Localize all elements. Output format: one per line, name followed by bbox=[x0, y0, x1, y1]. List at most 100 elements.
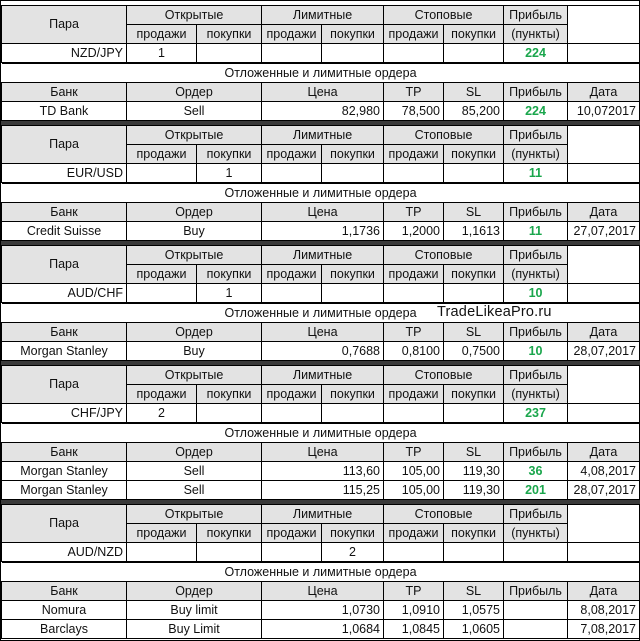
stop-sell-value bbox=[383, 43, 445, 63]
stop-sell-value bbox=[383, 542, 445, 562]
price-value: 1,0684 bbox=[261, 619, 384, 639]
order-row: TD Bank Sell 82,980 78,500 85,200 224 10… bbox=[1, 101, 640, 121]
sl-value: 1,0605 bbox=[443, 619, 504, 639]
profit-value bbox=[503, 542, 569, 562]
limit-buy-value bbox=[321, 43, 385, 63]
empty-cell bbox=[567, 403, 640, 423]
bank-value: Barclays bbox=[1, 619, 127, 639]
bank-header: Банк bbox=[1, 82, 127, 102]
order-value: Sell bbox=[126, 480, 262, 500]
pair-header: Пара bbox=[1, 5, 127, 44]
price-value: 1,0730 bbox=[261, 600, 384, 620]
buy-header: покупки bbox=[443, 384, 505, 404]
profit-value: 237 bbox=[503, 403, 569, 423]
price-value: 82,980 bbox=[261, 101, 384, 121]
empty-cell bbox=[567, 43, 640, 63]
profit-header: Прибыль bbox=[503, 125, 569, 145]
stop-sell-value bbox=[383, 403, 445, 423]
pending-orders-title: Отложенные и лимитные ордера bbox=[1, 423, 640, 443]
order-header: Ордер bbox=[126, 202, 262, 222]
bank-header: Банк bbox=[1, 442, 127, 462]
sell-header: продажи bbox=[383, 264, 445, 284]
price-header: Цена bbox=[261, 442, 384, 462]
tp-value: 0,8100 bbox=[383, 341, 444, 361]
open-buy-value: 1 bbox=[195, 163, 263, 183]
order-profit-value: 10 bbox=[503, 341, 568, 361]
stop-header: Стоповые bbox=[383, 125, 505, 145]
tp-header: TP bbox=[383, 322, 444, 342]
bank-value: TD Bank bbox=[1, 101, 127, 121]
date-header: Дата bbox=[567, 442, 640, 462]
pending-orders-table: Отложенные и лимитные ордера Банк Ордер … bbox=[1, 423, 640, 500]
sl-header: SL bbox=[443, 581, 504, 601]
buy-header: покупки bbox=[195, 264, 263, 284]
open-sell-value: 1 bbox=[126, 43, 197, 63]
order-row: Nomura Buy limit 1,0730 1,0910 1,0575 8,… bbox=[1, 600, 640, 620]
tp-value: 1,0845 bbox=[383, 619, 444, 639]
tp-value: 105,00 bbox=[383, 461, 444, 481]
empty-cell bbox=[567, 283, 640, 303]
pending-orders-title: Отложенные и лимитные ордера bbox=[1, 562, 640, 582]
block-separator bbox=[1, 500, 640, 504]
tp-header: TP bbox=[383, 202, 444, 222]
date-value: 28,07,2017 bbox=[567, 341, 640, 361]
buy-header: покупки bbox=[443, 144, 505, 164]
open-sell-value: 2 bbox=[126, 403, 197, 423]
sl-header: SL bbox=[443, 202, 504, 222]
sell-header: продажи bbox=[126, 144, 197, 164]
sell-header: продажи bbox=[261, 24, 323, 44]
sell-header: продажи bbox=[126, 264, 197, 284]
open-header: Открытые bbox=[125, 365, 263, 385]
sell-header: продажи bbox=[126, 384, 197, 404]
date-value: 28,07,2017 bbox=[567, 480, 640, 500]
order-profit-value bbox=[503, 600, 568, 620]
open-positions-table: Пара Открытые Лимитные Стоповые Прибыль … bbox=[1, 365, 640, 423]
bank-value: Morgan Stanley bbox=[1, 341, 127, 361]
pair-block: Пара Открытые Лимитные Стоповые Прибыль … bbox=[1, 245, 640, 361]
limit-header: Лимитные bbox=[261, 365, 385, 385]
limit-header: Лимитные bbox=[261, 125, 385, 145]
bank-header: Банк bbox=[1, 202, 127, 222]
bank-value: Morgan Stanley bbox=[1, 461, 127, 481]
date-value: 8,08,2017 bbox=[567, 600, 640, 620]
open-header: Открытые bbox=[125, 125, 263, 145]
stop-buy-value bbox=[443, 163, 505, 183]
open-sell-value bbox=[126, 283, 197, 303]
order-profit-value: 224 bbox=[503, 101, 568, 121]
buy-header: покупки bbox=[195, 24, 263, 44]
sell-header: продажи bbox=[126, 523, 197, 543]
pair-header: Пара bbox=[1, 365, 127, 404]
buy-header: покупки bbox=[195, 384, 263, 404]
open-buy-value bbox=[195, 542, 263, 562]
tp-value: 1,0910 bbox=[383, 600, 444, 620]
pair-header: Пара bbox=[1, 504, 127, 543]
stop-sell-value bbox=[383, 163, 445, 183]
pending-orders-table: Отложенные и лимитные ордера Банк Ордер … bbox=[1, 63, 640, 121]
date-header: Дата bbox=[567, 581, 640, 601]
pending-orders-title: Отложенные и лимитные ордера bbox=[1, 183, 640, 203]
profit-header: Прибыль bbox=[503, 5, 569, 25]
price-value: 113,60 bbox=[261, 461, 384, 481]
limit-buy-value: 2 bbox=[321, 542, 385, 562]
points-header: (пункты) bbox=[503, 264, 569, 284]
order-header: Ордер bbox=[126, 581, 262, 601]
block-separator bbox=[1, 241, 640, 245]
stop-buy-value bbox=[443, 403, 505, 423]
order-row: Credit Suisse Buy 1,1736 1,2000 1,1613 1… bbox=[1, 221, 640, 241]
profit-value: 11 bbox=[503, 163, 569, 183]
pending-orders-table: Отложенные и лимитные ордера Банк Ордер … bbox=[1, 303, 640, 361]
order-profit-value: 36 bbox=[503, 461, 568, 481]
open-header: Открытые bbox=[125, 245, 263, 265]
empty-cell bbox=[567, 5, 640, 44]
date-header: Дата bbox=[567, 322, 640, 342]
sl-header: SL bbox=[443, 322, 504, 342]
profit-header: Прибыль bbox=[503, 245, 569, 265]
order-value: Sell bbox=[126, 461, 262, 481]
bank-header: Банк bbox=[1, 322, 127, 342]
buy-header: покупки bbox=[321, 24, 385, 44]
sl-value: 1,0575 bbox=[443, 600, 504, 620]
bank-value: Credit Suisse bbox=[1, 221, 127, 241]
points-header: (пункты) bbox=[503, 24, 569, 44]
limit-header: Лимитные bbox=[261, 5, 385, 25]
